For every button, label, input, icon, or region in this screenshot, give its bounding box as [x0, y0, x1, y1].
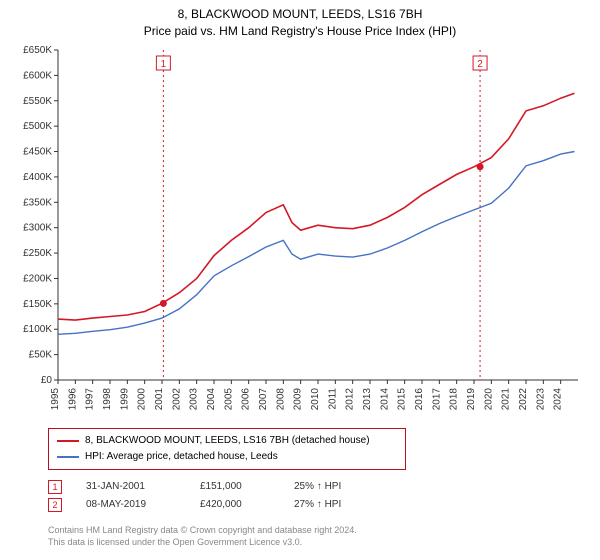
attribution-line1: Contains HM Land Registry data © Crown c… [48, 524, 600, 536]
svg-text:2001: 2001 [154, 387, 165, 410]
event-pct: 27% ↑ HPI [294, 499, 374, 510]
svg-text:£300K: £300K [23, 222, 52, 233]
svg-text:2016: 2016 [414, 387, 425, 410]
svg-text:2008: 2008 [275, 387, 286, 410]
svg-text:2015: 2015 [397, 387, 408, 410]
svg-text:2014: 2014 [379, 387, 390, 410]
svg-text:1: 1 [161, 59, 167, 70]
svg-text:2024: 2024 [553, 387, 564, 410]
svg-text:1999: 1999 [119, 387, 130, 410]
svg-text:2013: 2013 [362, 387, 373, 410]
event-date: 08-MAY-2019 [86, 499, 176, 510]
attribution: Contains HM Land Registry data © Crown c… [48, 524, 600, 548]
legend-label: 8, BLACKWOOD MOUNT, LEEDS, LS16 7BH (det… [85, 433, 370, 449]
svg-text:2020: 2020 [483, 387, 494, 410]
legend-swatch [57, 440, 79, 442]
legend-label: HPI: Average price, detached house, Leed… [85, 449, 278, 465]
svg-text:1995: 1995 [50, 387, 61, 410]
svg-text:2023: 2023 [535, 387, 546, 410]
svg-text:2009: 2009 [293, 387, 304, 410]
legend: 8, BLACKWOOD MOUNT, LEEDS, LS16 7BH (det… [48, 428, 406, 470]
event-marker: 2 [48, 498, 62, 512]
svg-text:£0: £0 [41, 375, 53, 386]
svg-text:2022: 2022 [518, 387, 529, 410]
svg-text:1998: 1998 [102, 387, 113, 410]
price-chart: £0 £50K £100K £150K £200K £250K £300K £350K £400… [10, 40, 590, 420]
svg-text:£650K: £650K [23, 45, 52, 56]
event-pct: 25% ↑ HPI [294, 481, 374, 492]
svg-text:2005: 2005 [223, 387, 234, 410]
svg-text:£200K: £200K [23, 273, 52, 284]
legend-row: 8, BLACKWOOD MOUNT, LEEDS, LS16 7BH (det… [57, 433, 397, 449]
title-line2: Price paid vs. HM Land Registry's House … [0, 23, 600, 40]
svg-text:£100K: £100K [23, 324, 52, 335]
chart-title: 8, BLACKWOOD MOUNT, LEEDS, LS16 7BH Pric… [0, 0, 600, 40]
legend-row: HPI: Average price, detached house, Leed… [57, 449, 397, 465]
svg-text:£150K: £150K [23, 298, 52, 309]
attribution-line2: This data is licensed under the Open Gov… [48, 536, 600, 548]
svg-text:1996: 1996 [67, 387, 78, 410]
svg-text:2007: 2007 [258, 387, 269, 410]
svg-text:1997: 1997 [85, 387, 96, 410]
event-date: 31-JAN-2001 [86, 481, 176, 492]
title-line1: 8, BLACKWOOD MOUNT, LEEDS, LS16 7BH [0, 6, 600, 23]
svg-text:£50K: £50K [29, 349, 53, 360]
svg-text:£450K: £450K [23, 146, 52, 157]
svg-text:£350K: £350K [23, 197, 52, 208]
event-list: 1 31-JAN-2001 £151,000 25% ↑ HPI 2 08-MAY-201… [48, 478, 600, 514]
event-row: 2 08-MAY-2019 £420,000 27% ↑ HPI [48, 496, 600, 514]
event-marker: 1 [48, 480, 62, 494]
svg-text:2012: 2012 [345, 387, 356, 410]
event-price: £151,000 [200, 481, 270, 492]
svg-text:2011: 2011 [327, 387, 338, 409]
legend-swatch [57, 456, 79, 458]
event-row: 1 31-JAN-2001 £151,000 25% ↑ HPI [48, 478, 600, 496]
event-price: £420,000 [200, 499, 270, 510]
svg-text:2003: 2003 [189, 387, 200, 410]
svg-text:2000: 2000 [137, 387, 148, 410]
svg-text:£250K: £250K [23, 248, 52, 259]
svg-text:2010: 2010 [310, 387, 321, 410]
svg-text:2004: 2004 [206, 387, 217, 410]
svg-text:£500K: £500K [23, 121, 52, 132]
svg-text:2017: 2017 [431, 387, 442, 410]
svg-text:2006: 2006 [241, 387, 252, 410]
svg-text:£400K: £400K [23, 172, 52, 183]
svg-text:£550K: £550K [23, 95, 52, 106]
svg-text:£600K: £600K [23, 70, 52, 81]
svg-text:2021: 2021 [501, 387, 512, 410]
svg-text:2018: 2018 [449, 387, 460, 410]
svg-text:2002: 2002 [171, 387, 182, 410]
svg-text:2: 2 [477, 59, 483, 70]
svg-text:2019: 2019 [466, 387, 477, 410]
